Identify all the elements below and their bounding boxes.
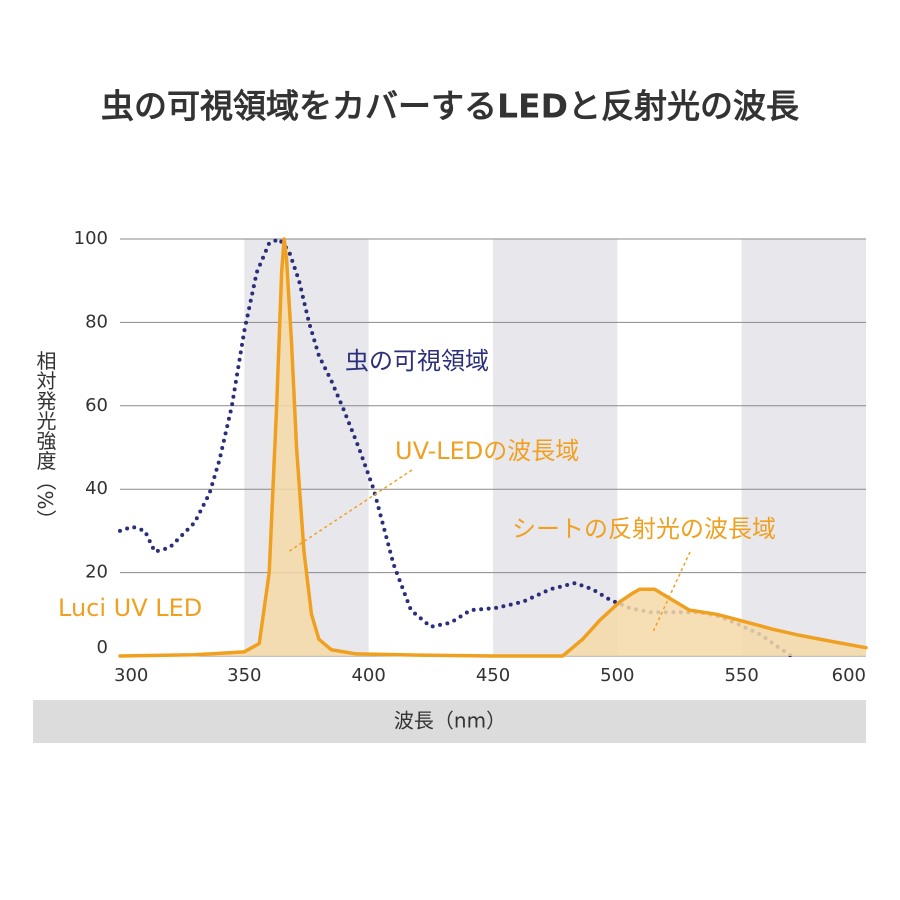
y-tick-label: 80 bbox=[85, 311, 108, 332]
leader-line bbox=[287, 469, 413, 553]
y-axis-label: 相対発光強度（%） bbox=[33, 350, 57, 529]
x-tick-label: 500 bbox=[600, 665, 634, 686]
y-tick-label: 20 bbox=[85, 562, 108, 583]
x-axis-bar bbox=[33, 700, 866, 743]
y-tick-label: 0 bbox=[97, 637, 108, 658]
band bbox=[493, 239, 618, 656]
x-axis-label: 波長（nm） bbox=[394, 709, 506, 733]
band bbox=[741, 239, 866, 656]
x-tick-label: 600 bbox=[832, 665, 866, 686]
x-tick-label: 550 bbox=[724, 665, 758, 686]
series-label: Luci UV LED bbox=[58, 594, 202, 622]
x-tick-label: 350 bbox=[227, 665, 261, 686]
y-tick-label: 40 bbox=[85, 478, 108, 499]
y-tick-label: 100 bbox=[74, 228, 108, 249]
annotation: シートの反射光の波長域 bbox=[512, 515, 776, 543]
leader-line bbox=[652, 551, 691, 633]
x-tick-label: 450 bbox=[476, 665, 510, 686]
y-tick-label: 60 bbox=[85, 395, 108, 416]
line bbox=[118, 237, 868, 658]
chart-title: 虫の可視領域をカバーするLEDと反射光の波長 bbox=[101, 87, 800, 126]
x-tick-label: 400 bbox=[351, 665, 385, 686]
series-label: 虫の可視領域 bbox=[345, 347, 489, 375]
annotation: UV-LEDの波長域 bbox=[395, 437, 579, 465]
x-tick-label: 300 bbox=[114, 665, 148, 686]
